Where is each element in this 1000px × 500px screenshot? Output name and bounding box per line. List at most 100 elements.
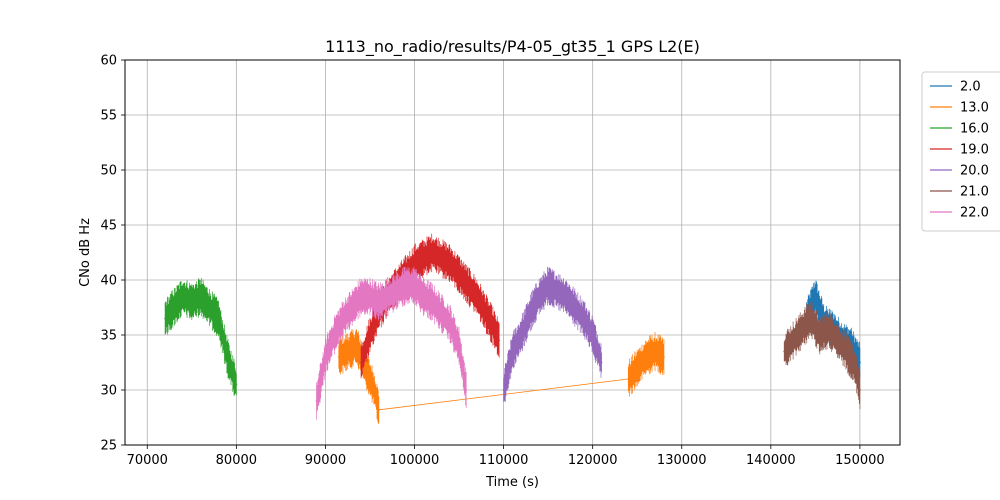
x-tick-label: 90000: [305, 453, 346, 468]
x-tick-label: 150000: [835, 453, 885, 468]
series-13-0-point: [355, 345, 358, 347]
series-20-0-point: [556, 290, 558, 292]
series-22-0-point: [395, 290, 398, 292]
series-13-0-point: [337, 356, 340, 358]
series-20-0-point: [529, 312, 532, 314]
series-13-0-point: [663, 356, 665, 358]
series-20-0-point: [582, 317, 585, 320]
series-13-0-point: [645, 356, 647, 358]
series-22-0-point: [315, 400, 318, 402]
chart-title: 1113_no_radio/results/P4-05_gt35_1 GPS L…: [325, 37, 700, 57]
series-21-0-point: [836, 339, 839, 342]
x-tick-label: 120000: [568, 453, 618, 468]
series-22-0-point: [386, 295, 389, 298]
series-13-0-point: [346, 350, 349, 353]
axis-ticks: 70000 80000 90000 100000 110000 120000 130000 1…: [100, 54, 884, 469]
series-16-0-point: [208, 306, 211, 309]
legend-label: 16.0: [960, 122, 989, 137]
series-13-0-point: [654, 350, 656, 353]
series-21-0-point: [845, 350, 848, 353]
legend-label: 22.0: [960, 206, 989, 221]
series-22-0-point: [333, 334, 336, 336]
x-tick-label: 100000: [390, 453, 440, 468]
series-20-0: [502, 266, 603, 402]
y-tick-label: 50: [100, 164, 117, 179]
y-tick-label: 40: [100, 274, 117, 289]
series-22-0-point: [431, 301, 434, 303]
series-16-0-point: [226, 356, 229, 358]
y-tick-label: 35: [100, 329, 117, 344]
series-21-0-point: [801, 328, 803, 331]
series-13-0-point: [627, 378, 630, 380]
series-20-0-point: [547, 284, 549, 287]
series-13-0-point: [378, 408, 380, 411]
series-21-0-point: [783, 350, 786, 353]
series-20-0-point: [520, 334, 523, 336]
series-16-0-point: [217, 317, 220, 320]
series-20-0-point: [538, 295, 541, 298]
series-13-0-point: [373, 389, 376, 391]
series-21-0-point: [859, 389, 861, 391]
series-20-0-point: [591, 334, 594, 336]
plot-frame: [124, 59, 901, 446]
series-19-0-point: [476, 295, 478, 298]
series-19-0-point: [413, 262, 416, 265]
y-tick-label: 55: [100, 109, 117, 124]
series-20-0-point: [600, 361, 603, 364]
series-19-0-point: [467, 284, 469, 287]
legend-label: 19.0: [960, 143, 989, 158]
series-22-0-point: [369, 295, 371, 298]
x-axis-label: Time (s): [485, 475, 539, 490]
series-21-0-point: [818, 334, 821, 336]
legend-label: 20.0: [960, 164, 989, 179]
y-tick-label: 45: [100, 219, 117, 234]
series-16-0-point: [199, 295, 202, 298]
series-22-0-point: [440, 312, 443, 314]
series-2-0-point: [814, 295, 817, 298]
series-layer: [164, 233, 861, 424]
y-tick-label: 60: [100, 54, 117, 69]
legend: 2.0 13.0 16.0 19.0 20.0 21.0 22.0: [921, 71, 1000, 232]
series-22-0-point: [378, 301, 380, 303]
series-22-0-point: [342, 317, 345, 320]
series-22-0-point: [360, 295, 362, 298]
series-22-0-point: [413, 284, 416, 287]
series-16-0-point: [235, 383, 238, 386]
x-tick-label: 70000: [127, 453, 168, 468]
series-13-0-point: [636, 367, 639, 369]
series-19-0-point: [422, 257, 425, 259]
series-20-0-point: [502, 389, 505, 391]
series-21-0-point: [827, 328, 830, 331]
series-19-0-point: [449, 262, 451, 265]
series-22-0-point: [458, 345, 460, 347]
series-19-0-point: [440, 257, 443, 259]
series-22-0-point: [404, 284, 407, 287]
series-16-0: [164, 278, 238, 396]
series-20-0-point: [574, 306, 576, 309]
series-19-0-point: [493, 328, 496, 331]
series-16-0-point: [173, 306, 175, 309]
y-axis-label: CNo dB Hz: [78, 218, 93, 287]
series-22-0: [315, 266, 468, 420]
series-21-0-point: [810, 317, 812, 320]
x-tick-label: 110000: [479, 453, 529, 468]
series-20-0-point: [565, 295, 567, 298]
series-19-0-point: [431, 251, 434, 254]
y-tick-label: 25: [100, 439, 117, 454]
series-20-0-point: [511, 350, 514, 353]
series-22-0-point: [449, 323, 451, 325]
series-22-0-point: [324, 356, 327, 358]
series-13-0-point: [364, 367, 367, 369]
series-19-0-point: [369, 334, 371, 336]
series-16-0-point: [182, 295, 184, 298]
x-tick-label: 140000: [746, 453, 796, 468]
series-21-0-point: [792, 339, 794, 342]
legend-label: 13.0: [960, 101, 989, 116]
legend-label: 2.0: [960, 80, 981, 95]
series-22-0-point: [351, 306, 354, 309]
series-19-0-point: [498, 339, 500, 342]
series-19-0-point: [484, 312, 487, 314]
series-19-0-point: [360, 361, 362, 364]
